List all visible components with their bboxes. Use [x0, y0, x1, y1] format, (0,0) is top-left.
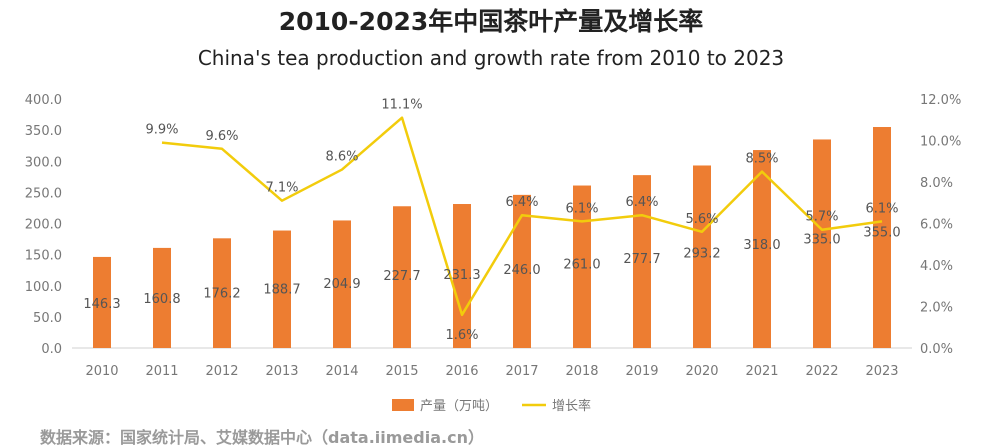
source-note: 数据来源：国家统计局、艾媒数据中心（data.iimedia.cn）	[40, 428, 484, 447]
y-left-tick-label: 200.0	[25, 218, 62, 233]
x-tick-label: 2019	[625, 364, 658, 379]
growth-rate-line	[161, 116, 883, 317]
y-right-tick-label: 6.0%	[920, 218, 953, 233]
line-value-label: 1.6%	[445, 328, 478, 343]
bar-value-label: 335.0	[803, 232, 840, 247]
x-tick-label: 2020	[685, 364, 718, 379]
bar-value-label: 231.3	[443, 268, 480, 283]
line-value-label: 7.1%	[265, 181, 298, 196]
bar	[93, 256, 111, 348]
line-value-label: 9.9%	[145, 123, 178, 138]
line-value-label: 6.1%	[865, 201, 898, 216]
y-left-tick-label: 250.0	[25, 186, 62, 201]
x-tick-label: 2017	[505, 364, 538, 379]
bar	[813, 139, 831, 348]
x-tick-label: 2018	[565, 364, 598, 379]
x-tick-label: 2012	[205, 364, 238, 379]
bar	[573, 185, 591, 348]
y-right-tick-label: 4.0%	[920, 259, 953, 274]
bar	[213, 238, 231, 348]
y-left-tick-label: 300.0	[25, 155, 62, 170]
x-tick-label: 2021	[745, 364, 778, 379]
y-left-tick-label: 100.0	[25, 280, 62, 295]
line-value-label: 6.1%	[565, 201, 598, 216]
line-value-label: 8.5%	[745, 152, 778, 167]
line-value-label: 5.7%	[805, 210, 838, 225]
x-tick-label: 2023	[865, 364, 898, 379]
y-left-tick-label: 150.0	[25, 249, 62, 264]
bar-value-label: 246.0	[503, 263, 540, 278]
bar	[453, 204, 471, 348]
y-right-tick-label: 12.0%	[920, 93, 961, 108]
bar	[513, 194, 531, 348]
y-left-tick-label: 0.0	[41, 342, 62, 357]
line-value-label: 9.6%	[205, 129, 238, 144]
line-value-label: 6.4%	[625, 195, 658, 210]
bar-value-label: 160.8	[143, 292, 180, 307]
x-tick-label: 2013	[265, 364, 298, 379]
x-tick-label: 2016	[445, 364, 478, 379]
chart-title: 2010-2023年中国茶叶产量及增长率	[278, 7, 704, 36]
bar-value-label: 261.0	[563, 258, 600, 273]
x-tick-label: 2011	[145, 364, 178, 379]
bar-value-label: 277.7	[623, 252, 660, 267]
x-tick-label: 2015	[385, 364, 418, 379]
y-right-tick-label: 0.0%	[920, 342, 953, 357]
bar-value-label: 204.9	[323, 277, 360, 292]
y-right-tick-label: 10.0%	[920, 135, 961, 150]
bar	[153, 247, 171, 348]
line-value-label: 6.4%	[505, 195, 538, 210]
bar	[873, 127, 891, 348]
bar-value-label: 318.0	[743, 238, 780, 253]
bar-value-label: 355.0	[863, 225, 900, 240]
bar	[693, 165, 711, 348]
y-left-tick-label: 400.0	[25, 93, 62, 108]
bar-value-label: 188.7	[263, 282, 300, 297]
y-left-tick-label: 350.0	[25, 124, 62, 139]
bar-value-label: 146.3	[83, 297, 120, 312]
bar-value-label: 227.7	[383, 269, 420, 284]
y-right-tick-label: 2.0%	[920, 301, 953, 316]
bar	[333, 220, 351, 348]
y-right-tick-label: 8.0%	[920, 176, 953, 191]
bar-value-label: 293.2	[683, 247, 720, 262]
legend-label-bar: 产量（万吨）	[420, 399, 498, 414]
line-value-label: 8.6%	[325, 150, 358, 165]
x-tick-label: 2010	[85, 364, 118, 379]
bar	[753, 150, 771, 348]
legend-swatch-bar	[392, 399, 414, 411]
bar	[633, 175, 651, 348]
chart-subtitle: China's tea production and growth rate f…	[197, 46, 785, 70]
line-value-label: 5.6%	[685, 212, 718, 227]
y-left-tick-label: 50.0	[33, 311, 62, 326]
line-value-label: 11.1%	[381, 98, 422, 113]
bar	[273, 230, 291, 348]
bar	[393, 206, 411, 348]
x-tick-label: 2014	[325, 364, 358, 379]
legend-label-line: 增长率	[552, 398, 591, 414]
x-tick-label: 2022	[805, 364, 838, 379]
bar-value-label: 176.2	[203, 287, 240, 302]
